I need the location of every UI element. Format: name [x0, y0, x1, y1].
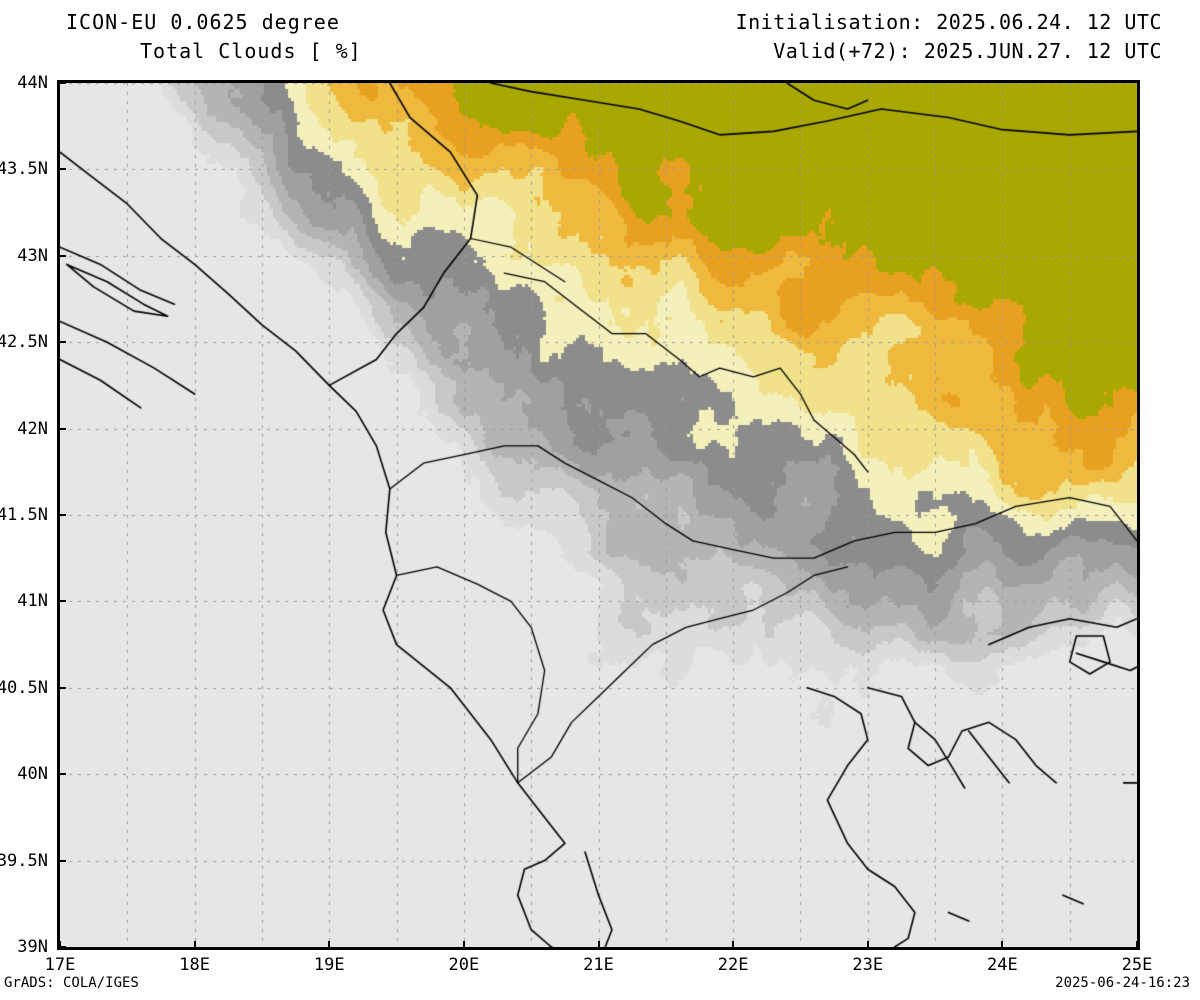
y-tick-mark [57, 773, 66, 776]
x-tick-label: 25E [1121, 955, 1153, 975]
x-tick-label: 17E [44, 955, 76, 975]
y-tick-mark [57, 514, 66, 516]
y-tick-mark [57, 168, 66, 171]
render-timestamp: 2025-06-24-16:23 [1055, 975, 1190, 991]
y-tick-label: 43N [17, 245, 48, 266]
header-right: Initialisation: 2025.06.24. 12 UTC Valid… [736, 10, 1162, 63]
y-tick-label: 39.5N [0, 850, 48, 871]
x-tick-mark [866, 941, 869, 950]
y-tick-label: 44N [17, 73, 48, 93]
y-tick-label: 41.5N [0, 505, 48, 525]
initialisation-label: Initialisation: 2025.06.24. 12 UTC [735, 10, 1162, 34]
x-tick-mark [1001, 941, 1004, 950]
model-title: ICON-EU 0.0625 degree [66, 10, 340, 34]
y-tick-mark [57, 82, 66, 84]
x-tick-label: 24E [987, 955, 1018, 975]
x-tick-mark [1136, 941, 1138, 950]
y-tick-label: 42N [17, 418, 48, 439]
y-tick-label: 42.5N [0, 332, 48, 353]
x-tick-label: 23E [852, 955, 884, 975]
x-tick-label: 21E [583, 955, 614, 975]
x-tick-mark [732, 941, 735, 950]
y-tick-mark [57, 341, 66, 344]
variable-title: Total Clouds [ %] [140, 39, 362, 63]
x-tick-label: 18E [179, 955, 210, 975]
x-tick-label: 20E [448, 955, 480, 975]
x-tick-mark [462, 941, 465, 950]
y-tick-label: 40N [17, 764, 48, 785]
y-tick-label: 43.5N [0, 159, 48, 180]
y-tick-mark [57, 859, 66, 862]
y-tick-mark [57, 946, 66, 948]
valid-time-label: Valid(+72): 2025.JUN.27. 12 UTC [773, 39, 1162, 63]
x-tick-label: 22E [717, 955, 749, 975]
y-tick-mark [57, 427, 66, 430]
y-tick-label: 41N [17, 591, 48, 612]
cloud-cover-map [60, 83, 1137, 947]
x-tick-label: 19E [313, 955, 345, 975]
map-plot-frame [57, 80, 1140, 950]
x-tick-mark [328, 941, 331, 950]
x-tick-mark [59, 941, 61, 950]
y-tick-mark [57, 600, 66, 603]
y-tick-label: 39N [17, 937, 48, 957]
y-tick-label: 40.5N [0, 677, 48, 698]
y-tick-mark [57, 254, 66, 257]
x-tick-mark [597, 941, 600, 950]
grads-credit: GrADS: COLA/IGES [4, 975, 139, 991]
x-tick-mark [193, 941, 196, 950]
y-tick-mark [57, 686, 66, 689]
header-left: ICON-EU 0.0625 degree Total Clouds [ %] [0, 10, 600, 63]
